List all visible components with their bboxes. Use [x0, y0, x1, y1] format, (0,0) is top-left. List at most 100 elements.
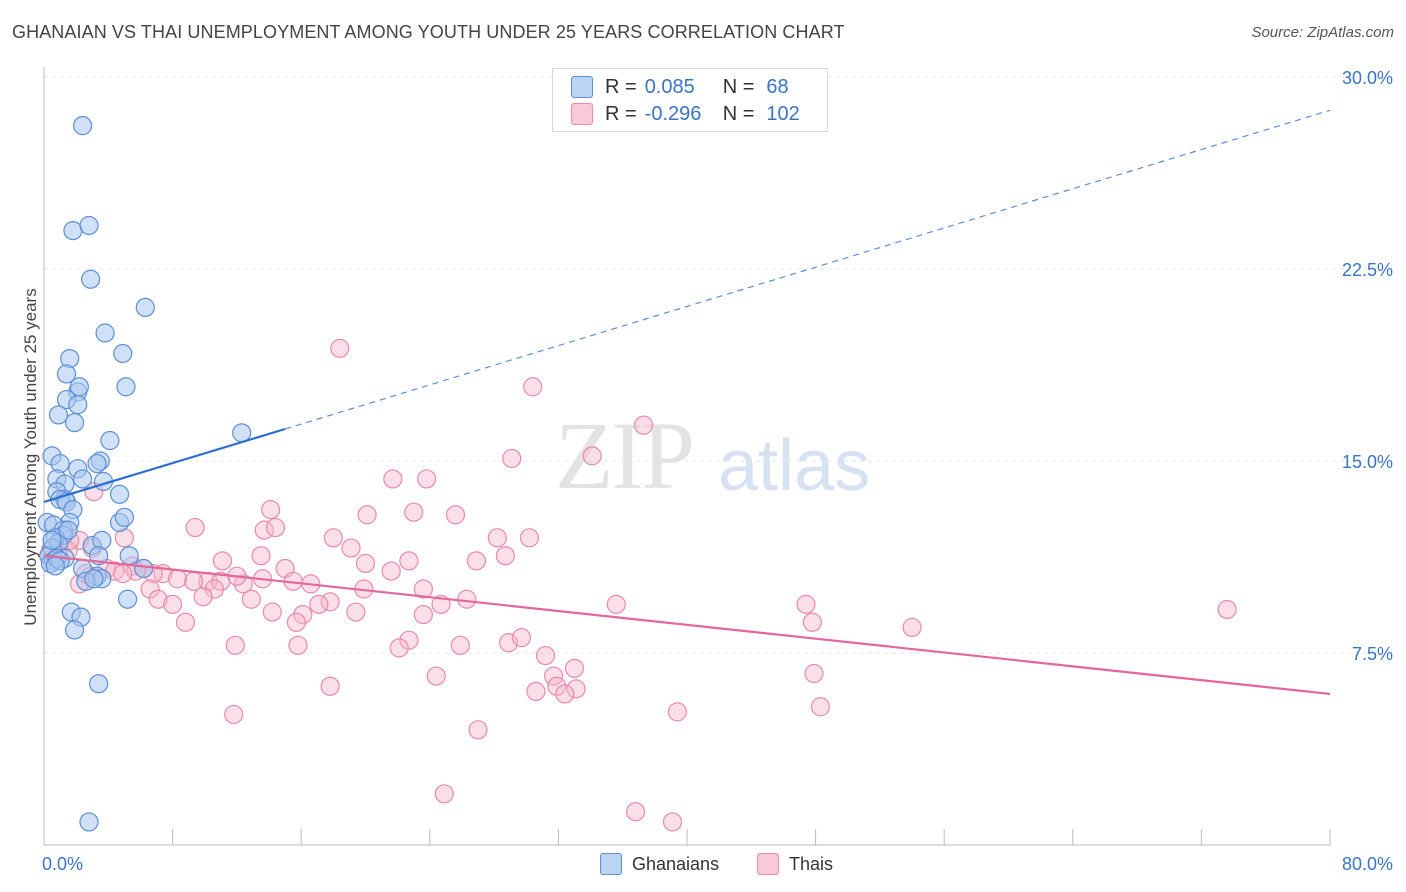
thais-point: [457, 589, 477, 609]
thais-point: [330, 338, 350, 358]
bottom-legend-swatch-pink: [757, 853, 779, 875]
legend-swatch-blue: [571, 76, 593, 98]
thais-point: [804, 663, 824, 684]
thais-point: [667, 702, 687, 722]
x-tick-label: 80.0%: [1342, 854, 1393, 874]
thais-point: [224, 704, 244, 725]
ghanaians-point: [48, 405, 69, 425]
thais-point: [389, 638, 409, 658]
legend-row-thais: R = -0.296 N = 102: [571, 101, 800, 127]
thais-point: [309, 594, 329, 614]
thais-point: [320, 592, 340, 612]
thais-point: [468, 720, 488, 740]
thais-point: [566, 679, 586, 699]
thais-point: [445, 505, 466, 525]
thais-point: [399, 630, 419, 650]
thais-point: [288, 635, 308, 655]
axis-layer: [43, 67, 1331, 846]
thais-point: [625, 802, 646, 822]
ghanaians-point: [119, 546, 139, 566]
ghanaians-point: [42, 530, 62, 550]
x-tick-label: 0.0%: [42, 854, 83, 874]
thais-point: [185, 517, 205, 538]
thais-point: [265, 517, 286, 538]
thais-point: [802, 612, 822, 632]
thais-point: [383, 469, 403, 489]
thais-point: [261, 500, 281, 520]
thais-point: [225, 635, 245, 655]
thais-point: [320, 676, 340, 696]
thais-point: [183, 571, 204, 591]
thais-point: [293, 604, 313, 625]
watermark-atlas: atlas: [718, 426, 871, 506]
thais-point: [381, 561, 401, 581]
thais-point: [450, 635, 470, 655]
ghanaians-point: [113, 343, 133, 364]
thais-point: [487, 528, 507, 548]
y-tick-label: 22.5%: [1342, 260, 1393, 280]
thais-point: [148, 589, 168, 609]
ghanaians-point: [117, 589, 138, 609]
thais-point: [346, 602, 366, 622]
thais-point: [413, 604, 433, 625]
bottom-legend-thais: Thais: [757, 852, 833, 876]
ghanaians-point: [72, 469, 93, 489]
thais-point: [175, 612, 196, 632]
thais-point: [606, 594, 626, 614]
thais-point: [502, 448, 522, 469]
thais-point: [633, 415, 654, 435]
thais-point: [233, 574, 253, 594]
thais-point: [564, 658, 585, 678]
ghanaians-point: [100, 430, 120, 451]
ghanaians-point: [58, 520, 78, 540]
ghanaians-point: [95, 323, 115, 343]
legend-n-label: N =: [722, 75, 755, 98]
thais-point: [466, 551, 487, 571]
legend-swatch-pink: [571, 103, 593, 125]
thais-point: [519, 528, 540, 548]
bottom-legend-label: Thais: [789, 853, 834, 874]
thais-point: [193, 587, 213, 607]
thais-point: [113, 564, 133, 584]
legend-n-label: N =: [722, 102, 755, 125]
thais-point: [323, 528, 343, 548]
thais-point: [140, 579, 160, 599]
ghanaians-point: [79, 215, 99, 236]
legend-r-label: R =: [605, 102, 637, 125]
chart-title: GHANAIAN VS THAI UNEMPLOYMENT AMONG YOUT…: [12, 22, 845, 42]
ghanaians-point: [84, 569, 104, 589]
thais-point: [416, 469, 437, 489]
thais-trend-line: [43, 554, 1331, 696]
ghanaians-point: [135, 297, 155, 317]
thais-point: [163, 594, 183, 614]
y-tick-label: 15.0%: [1342, 452, 1393, 472]
correlation-legend: R = 0.085 N = 68 R = -0.296 N = 102: [552, 68, 828, 132]
grid-layer: [44, 76, 1394, 654]
thais-point: [357, 505, 377, 525]
ghanaians-point: [79, 812, 99, 832]
legend-r-value: -0.296: [644, 102, 702, 125]
thais-point: [543, 666, 564, 686]
thais-point: [404, 502, 424, 522]
thais-point: [523, 377, 543, 397]
thais-point: [495, 546, 515, 566]
thais-point: [167, 569, 188, 589]
ghanaians-point: [56, 364, 77, 384]
ghanaians-point: [89, 674, 109, 694]
ghanaians-trend-dashed: [284, 109, 1331, 430]
thais-point: [341, 538, 361, 558]
legend-row-ghanaians: R = 0.085 N = 68: [571, 74, 789, 100]
ghanaians-point: [109, 484, 130, 504]
watermark-zip: ZIP: [555, 402, 695, 509]
thais-point: [426, 666, 446, 686]
y-axis-title: Unemployment Among Youth under 25 years: [21, 288, 40, 625]
thais-point: [262, 602, 282, 622]
thais-point: [241, 589, 261, 609]
y-tick-label: 30.0%: [1342, 68, 1393, 88]
bottom-legend-label: Ghanaians: [632, 853, 720, 874]
thais-point: [582, 446, 602, 466]
ghanaians-point: [72, 116, 93, 136]
bottom-legend-swatch-blue: [600, 853, 622, 875]
ghanaians-point: [134, 558, 154, 579]
